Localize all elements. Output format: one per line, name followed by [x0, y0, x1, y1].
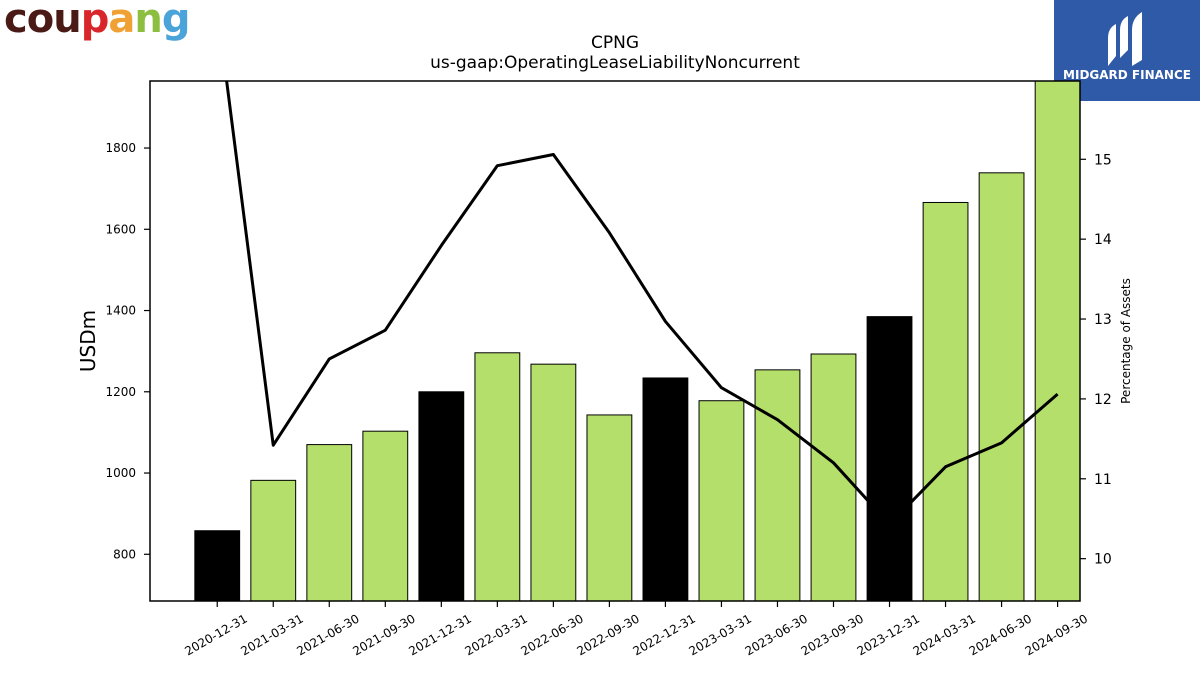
bar — [306, 444, 353, 601]
x-tick-label: 2020-12-31 — [182, 611, 249, 658]
x-tick-label: 2022-09-30 — [574, 611, 641, 658]
x-tick-label: 2021-06-30 — [294, 611, 361, 658]
bar — [530, 363, 577, 601]
y-tick-label: 1000 — [105, 466, 136, 480]
y-tick-label: 1600 — [105, 222, 136, 236]
bar — [642, 377, 689, 601]
y-axis-label: USDm — [76, 310, 100, 372]
x-tick-label: 2024-06-30 — [967, 611, 1034, 658]
x-tick-label: 2022-03-31 — [462, 611, 529, 658]
chart-subtitle: us-gaap:OperatingLeaseLiabilityNoncurren… — [430, 53, 800, 73]
y-tick-label: 1200 — [105, 385, 136, 399]
bar — [250, 479, 297, 601]
bar — [362, 430, 409, 601]
x-tick-label: 2021-03-31 — [238, 611, 305, 658]
bar — [866, 316, 913, 601]
y2-tick-label: 15 — [1094, 152, 1112, 168]
x-tick-label: 2024-09-30 — [1023, 611, 1090, 658]
midgard-brand-text: MIDGARD FINANCE — [1063, 68, 1191, 82]
bar — [194, 530, 241, 601]
y2-axis-label: Percentage of Assets — [1119, 278, 1133, 404]
bar — [586, 414, 633, 601]
x-tick-label: 2023-03-31 — [687, 611, 754, 658]
y-tick-label: 800 — [113, 547, 136, 561]
percentage-line — [225, 81, 1059, 526]
x-tick-label: 2023-06-30 — [743, 611, 810, 658]
bar — [698, 400, 745, 601]
x-tick-label: 2022-12-31 — [631, 611, 698, 658]
coupang-logo: coupang — [4, 0, 190, 42]
chart-title: CPNG — [591, 33, 639, 53]
y2-tick-label: 10 — [1094, 552, 1112, 568]
bar — [922, 201, 969, 601]
x-tick-label: 2023-09-30 — [799, 611, 866, 658]
x-tick-label: 2023-12-31 — [855, 611, 922, 658]
y2-tick-label: 13 — [1094, 312, 1112, 328]
y-tick-label: 1400 — [105, 304, 136, 318]
y2-tick-label: 14 — [1094, 232, 1112, 248]
y-tick-label: 1800 — [105, 141, 136, 155]
midgard-logo-icon — [1108, 12, 1142, 66]
bar — [1034, 81, 1080, 601]
plot-frame — [149, 80, 1081, 602]
y2-tick-label: 11 — [1094, 472, 1112, 488]
x-tick-label: 2022-06-30 — [518, 611, 585, 658]
bar — [474, 352, 521, 601]
bar — [754, 369, 801, 601]
x-tick-label: 2024-03-31 — [911, 611, 978, 658]
bar — [978, 172, 1025, 601]
bar — [810, 353, 857, 601]
bar — [418, 391, 465, 601]
x-tick-label: 2021-09-30 — [350, 611, 417, 658]
y2-tick-label: 12 — [1094, 392, 1112, 408]
x-tick-label: 2021-12-31 — [406, 611, 473, 658]
